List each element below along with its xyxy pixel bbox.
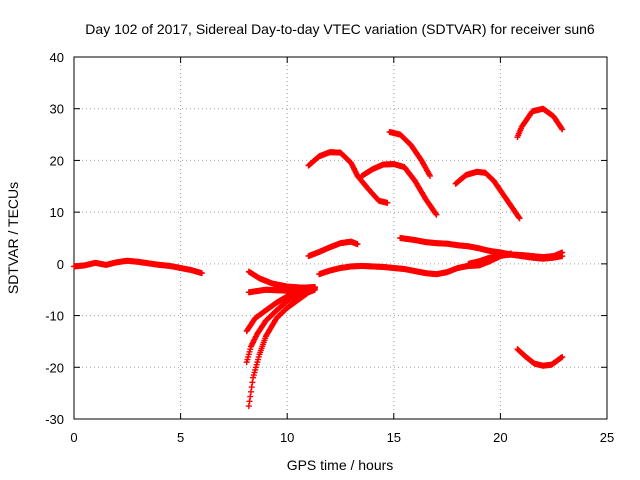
- x-tick-label: 0: [70, 430, 77, 445]
- data-point: [433, 211, 440, 218]
- data-point: [246, 398, 253, 405]
- data-point: [516, 215, 523, 222]
- x-tick-label: 20: [493, 430, 507, 445]
- data-point: [559, 353, 566, 360]
- x-tick-label: 25: [600, 430, 614, 445]
- data-point: [432, 210, 439, 217]
- series-arc-12: [386, 128, 434, 179]
- series-arc-7: [316, 250, 515, 278]
- chart-title: Day 102 of 2017, Sidereal Day-to-day VTE…: [85, 21, 595, 37]
- y-tick-label: 10: [50, 205, 64, 220]
- grid: [74, 57, 607, 419]
- data-point: [311, 285, 318, 292]
- data-point: [247, 388, 254, 395]
- series-arc-11: [358, 161, 440, 218]
- series-arc-16: [514, 105, 566, 141]
- series-arc-8: [305, 149, 361, 179]
- y-axis: -30 -20 -10 0 10 20 30 40: [45, 50, 607, 427]
- plot-frame: [73, 56, 608, 420]
- series-arc-15: [465, 249, 566, 267]
- data-point: [515, 214, 522, 221]
- series-arc-6: [245, 285, 318, 296]
- y-tick-label: -30: [45, 412, 64, 427]
- data-points: [71, 105, 566, 410]
- y-tick-label: 40: [50, 50, 64, 65]
- x-axis-label: GPS time / hours: [287, 457, 394, 473]
- y-tick-label: -10: [45, 309, 64, 324]
- series-arc-10: [305, 238, 361, 260]
- data-point: [248, 384, 255, 391]
- series-arc-9: [354, 172, 391, 206]
- y-tick-label: 30: [50, 102, 64, 117]
- data-point: [354, 241, 361, 248]
- y-tick-label: -20: [45, 360, 64, 375]
- data-point: [245, 403, 252, 410]
- data-point: [559, 126, 566, 133]
- series-arc-14: [452, 168, 523, 222]
- x-tick-label: 15: [387, 430, 401, 445]
- data-point: [558, 125, 565, 132]
- y-tick-label: 20: [50, 153, 64, 168]
- data-point: [198, 270, 205, 277]
- data-point: [249, 379, 256, 386]
- y-tick-label: 0: [57, 257, 64, 272]
- series-arc-17: [514, 346, 566, 369]
- data-point: [384, 199, 391, 206]
- y-axis-label: SDTVAR / TECUs: [5, 182, 21, 294]
- data-point: [427, 172, 434, 179]
- x-axis: 0 5 10 15 20 25: [70, 57, 614, 445]
- x-tick-label: 10: [280, 430, 294, 445]
- series-arc-1: [71, 257, 205, 277]
- data-point: [559, 249, 566, 256]
- data-point: [247, 393, 254, 400]
- x-tick-label: 5: [177, 430, 184, 445]
